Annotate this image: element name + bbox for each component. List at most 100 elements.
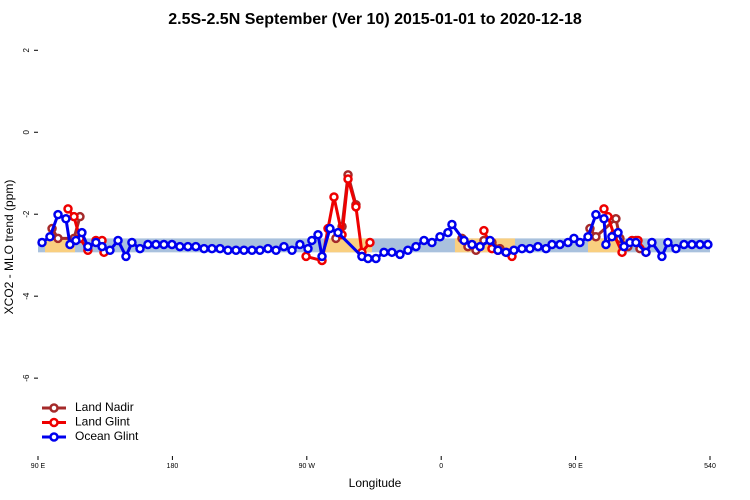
point (65, 239, 75, 250)
point (475, 241, 485, 252)
point (307, 235, 317, 246)
x-tick-label: 90 E (31, 463, 46, 470)
point (599, 213, 609, 224)
point (435, 232, 445, 242)
point (313, 229, 323, 240)
point (395, 249, 405, 260)
point (419, 235, 429, 246)
point (671, 243, 681, 254)
legend-marker (49, 417, 59, 428)
point (45, 232, 55, 242)
point (239, 245, 249, 256)
point (61, 213, 71, 224)
point (53, 233, 63, 244)
point (525, 243, 535, 254)
point (247, 245, 257, 256)
legend-label: Ocean Glint (75, 429, 139, 443)
point (63, 204, 73, 214)
x-tick-label: 540 (704, 463, 716, 470)
point (301, 251, 311, 262)
legend-marker (49, 432, 59, 442)
point (303, 243, 313, 254)
point (695, 239, 705, 250)
point (91, 237, 101, 248)
point (231, 245, 241, 256)
point (591, 232, 601, 242)
point (199, 243, 209, 254)
point (583, 232, 593, 242)
y-tick-label: 0 (22, 129, 31, 134)
point (563, 237, 573, 248)
point (387, 247, 397, 258)
point (657, 251, 667, 262)
point (105, 245, 115, 256)
point (541, 243, 551, 254)
point (37, 237, 47, 248)
point (509, 245, 519, 256)
point (207, 243, 217, 254)
point (77, 227, 87, 238)
point (263, 243, 273, 254)
point (485, 235, 495, 246)
y-tick-label: -2 (22, 210, 31, 218)
point (619, 241, 629, 252)
point (255, 245, 265, 256)
point (83, 241, 93, 252)
point (607, 232, 617, 242)
point (611, 213, 621, 224)
point (501, 247, 511, 258)
point (555, 239, 565, 250)
point (329, 192, 339, 202)
point (113, 235, 123, 246)
point (411, 241, 421, 252)
y-tick-label: 2 (22, 48, 31, 53)
x-tick-label: 90 E (568, 463, 583, 470)
point (641, 247, 651, 258)
point (53, 209, 63, 220)
x-tick-label: 180 (167, 463, 179, 470)
point (493, 245, 503, 256)
point (647, 237, 657, 248)
point (517, 243, 527, 254)
point (687, 239, 697, 250)
chart-title: 2.5S-2.5N September (Ver 10) 2015-01-01 … (168, 11, 582, 28)
point (443, 227, 453, 238)
point (601, 239, 611, 250)
point (271, 245, 281, 256)
point (569, 233, 579, 244)
x-tick-label: 90 W (299, 463, 316, 470)
legend-label: Land Glint (75, 415, 130, 429)
point (215, 243, 225, 254)
point (191, 241, 201, 252)
point (333, 227, 343, 238)
x-tick-label: 0 (439, 463, 443, 470)
point (575, 237, 585, 248)
point (591, 209, 601, 220)
point (631, 237, 641, 248)
legend-label: Land Nadir (75, 400, 134, 414)
point (69, 211, 79, 222)
point (599, 204, 609, 214)
y-axis-label: XCO2 - MLO trend (ppm) (2, 180, 16, 315)
point (371, 253, 381, 264)
x-axis-label: Longitude (349, 476, 402, 490)
point (679, 239, 689, 250)
point (325, 223, 335, 234)
legend-marker (49, 403, 59, 413)
point (97, 241, 107, 252)
point (317, 251, 327, 262)
point (447, 219, 457, 230)
point (295, 239, 305, 250)
point (183, 241, 193, 252)
point (379, 247, 389, 258)
point (703, 239, 713, 250)
point (403, 245, 413, 256)
point (151, 239, 161, 250)
point (167, 239, 177, 250)
point (613, 227, 623, 238)
point (459, 235, 469, 246)
point (663, 237, 673, 248)
point (533, 241, 543, 252)
point (547, 239, 557, 250)
point (351, 202, 361, 212)
